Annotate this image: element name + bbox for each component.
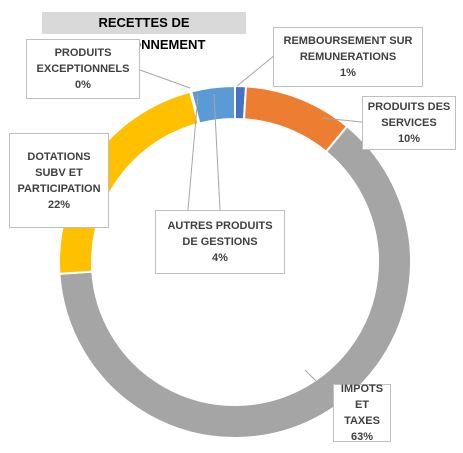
- callout-value: 10%: [397, 133, 421, 145]
- donut-slice-2: [58, 124, 412, 439]
- callout-leader-lines: [139, 54, 363, 399]
- leader-line-5: [304, 369, 334, 399]
- chart-title: RECETTES DE FONCTIONNEMENT: [42, 12, 246, 52]
- callout-value: 4%: [212, 252, 228, 264]
- leader-line-1: [139, 69, 191, 89]
- donut-slice-5: [190, 84, 236, 125]
- callout-dotations: DOTATIONS SUBV ET PARTICIPATION 22%: [9, 133, 109, 228]
- leader-line-4: [187, 94, 199, 211]
- callout-remboursement: REMBOURSEMENT SUR REMUNERATIONS 1%: [273, 27, 423, 87]
- callout-value: 0%: [75, 79, 91, 91]
- callout-label: IMPOTS ET TAXES: [340, 383, 384, 427]
- callout-label: PRODUITS DES SERVICES: [367, 101, 451, 129]
- callout-label: PRODUITS EXCEPTIONNELS: [36, 47, 130, 75]
- callout-produits-services: PRODUITS DES SERVICES 10%: [362, 96, 456, 150]
- callout-value: 63%: [350, 431, 374, 443]
- callout-label: AUTRES PRODUITS DE GESTIONS: [167, 220, 273, 248]
- callout-impots-taxes: IMPOTS ET TAXES 63%: [333, 383, 391, 443]
- leader-line-3: [213, 93, 221, 211]
- leader-line-0: [236, 54, 276, 87]
- callout-label: REMBOURSEMENT SUR REMUNERATIONS: [283, 35, 413, 63]
- callout-value: 22%: [47, 198, 71, 211]
- callout-label: DOTATIONS SUBV ET PARTICIPATION: [17, 150, 101, 195]
- donut-slices: [58, 84, 412, 439]
- callout-autres-produits: AUTRES PRODUITS DE GESTIONS 4%: [155, 210, 285, 274]
- leader-line-2: [321, 117, 363, 123]
- callout-produits-exceptionnels: PRODUITS EXCEPTIONNELS 0%: [26, 39, 140, 99]
- callout-value: 1%: [340, 67, 356, 79]
